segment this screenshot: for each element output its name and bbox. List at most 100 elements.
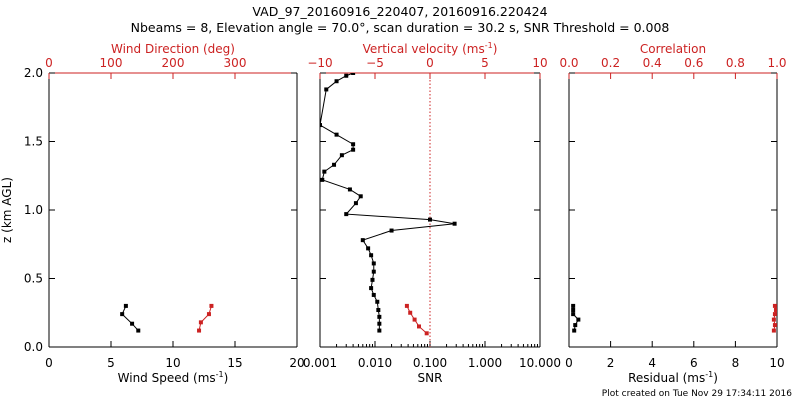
data-point: [375, 299, 380, 304]
top-axis-label: Vertical velocity (ms-1): [363, 41, 498, 56]
data-point: [332, 162, 337, 167]
data-point: [353, 201, 358, 206]
footer-timestamp: Plot created on Tue Nov 29 17:34:11 2016: [602, 389, 792, 399]
top-tick-label: 0.4: [643, 56, 662, 70]
data-point: [377, 328, 382, 333]
data-point: [452, 221, 457, 226]
top-tick-label: 0.6: [684, 56, 703, 70]
top-axis-label: Correlation: [640, 42, 706, 56]
series-wind-speed: [120, 303, 141, 333]
data-point: [206, 312, 211, 317]
bottom-axis-label: Residual (ms-1): [628, 370, 718, 385]
data-point: [324, 87, 329, 92]
data-point: [366, 246, 371, 251]
data-point: [339, 153, 344, 158]
data-point: [197, 328, 202, 333]
figure-title-line2: Nbeams = 8, Elevation angle = 70.0°, sca…: [131, 20, 670, 35]
data-point: [572, 328, 577, 333]
panel-snr: 0.001 0.010 0.100 1.000 10.000 −10 −5 0 5 10 SNR Ve…: [303, 41, 561, 385]
bottom-tick-label: 15: [227, 356, 242, 370]
top-tick-label: 200: [162, 56, 185, 70]
data-point: [123, 303, 128, 308]
data-point: [334, 132, 339, 137]
bottom-axis-label: Wind Speed (ms-1): [118, 370, 229, 385]
figure-title-line1: VAD_97_20160916_220407, 20160916.220424: [252, 4, 547, 19]
data-point: [772, 303, 777, 308]
top-tick-label: −10: [307, 56, 332, 70]
data-point: [360, 238, 365, 243]
data-point: [136, 328, 141, 333]
data-point: [334, 79, 339, 84]
data-point: [351, 147, 356, 152]
bottom-tick-label: 1.000: [468, 356, 502, 370]
data-point: [344, 212, 349, 217]
data-point: [571, 312, 576, 317]
bottom-axis-label: SNR: [418, 371, 443, 385]
data-point: [771, 317, 776, 322]
data-point: [576, 317, 581, 322]
data-point: [377, 321, 382, 326]
data-point: [198, 320, 203, 325]
series-correlation: [771, 303, 777, 333]
series-snr: [320, 73, 457, 333]
data-point: [120, 312, 125, 317]
y-tick-label: 0.5: [24, 272, 43, 286]
top-axis-label: Wind Direction (deg): [111, 42, 235, 56]
top-tick-label: 0: [45, 56, 53, 70]
top-tick-label: 1.0: [767, 56, 786, 70]
data-point: [417, 324, 421, 329]
data-point: [376, 308, 381, 313]
bottom-tick-label: 8: [732, 356, 740, 370]
data-point: [772, 312, 777, 317]
bottom-tick-label: 4: [648, 356, 656, 370]
series-wind-direction: [197, 303, 214, 333]
data-point: [377, 314, 382, 319]
data-point: [412, 317, 417, 322]
panel-residual: 0 2 4 6 8 10 0.0 0.2 0.4 0.6 0.8 1.0 Residual (ms-1)…: [559, 42, 786, 385]
bottom-tick-label: 10: [769, 356, 784, 370]
data-point: [369, 286, 374, 291]
data-point: [771, 328, 776, 333]
top-tick-label: 100: [100, 56, 123, 70]
bottom-tick-label: 10.000: [519, 356, 561, 370]
data-point: [369, 253, 374, 258]
y-tick-label: 0.0: [24, 340, 43, 354]
data-point: [571, 308, 576, 313]
data-point: [389, 228, 394, 233]
top-tick-label: −5: [366, 56, 384, 70]
bottom-tick-label: 5: [107, 356, 115, 370]
bottom-tick-label: 10: [165, 356, 180, 370]
data-point: [209, 303, 214, 308]
data-point: [322, 169, 327, 174]
y-tick-label: 1.0: [24, 203, 43, 217]
top-tick-label: 10: [532, 56, 547, 70]
bottom-tick-label: 20: [289, 356, 304, 370]
top-tick-label: 0.2: [601, 56, 620, 70]
data-point: [371, 292, 376, 297]
series-line: [121, 305, 139, 331]
data-point: [772, 323, 777, 328]
data-point: [428, 217, 432, 222]
data-point: [571, 303, 576, 308]
bottom-tick-label: 0: [45, 356, 53, 370]
series-line: [198, 305, 212, 331]
data-point: [320, 123, 322, 128]
top-tick-label: 0.0: [559, 56, 578, 70]
top-tick-label: 5: [481, 56, 489, 70]
bottom-tick-label: 6: [690, 356, 698, 370]
data-point: [320, 177, 325, 182]
data-point: [344, 73, 349, 78]
y-tick-label: 1.5: [24, 135, 43, 149]
data-point: [573, 323, 578, 328]
data-point: [371, 269, 376, 274]
series-residual: [571, 303, 581, 333]
bottom-tick-label: 0: [565, 356, 573, 370]
bottom-tick-label: 0.001: [303, 356, 337, 370]
top-tick-label: 0: [426, 56, 434, 70]
data-point: [358, 194, 363, 199]
bottom-tick-label: 0.100: [413, 356, 447, 370]
data-point: [408, 310, 413, 315]
data-point: [773, 308, 777, 313]
